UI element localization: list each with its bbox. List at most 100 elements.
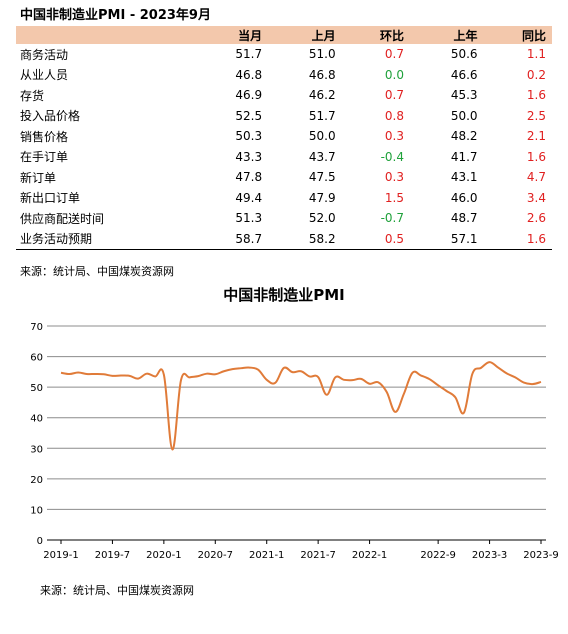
y-tick-label: 30 xyxy=(30,444,43,455)
row-previous: 58.2 xyxy=(268,228,342,250)
row-last-year: 46.0 xyxy=(450,190,478,205)
header-name xyxy=(16,26,195,44)
y-tick-label: 10 xyxy=(30,505,43,516)
x-tick-label: 2020-7 xyxy=(198,550,233,561)
header-previous: 上月 xyxy=(311,28,336,43)
table-row: 新订单 47.8 47.5 0.3 43.1 4.7 xyxy=(16,167,552,188)
row-mom: 0.5 xyxy=(341,228,411,250)
row-name: 销售价格 xyxy=(20,129,69,144)
row-mom: -0.4 xyxy=(380,149,405,164)
row-last-year: 48.7 xyxy=(450,211,478,226)
table-row: 存货 46.9 46.2 0.7 45.3 1.6 xyxy=(16,85,552,106)
row-name: 存货 xyxy=(20,88,45,103)
row-current: 46.9 xyxy=(235,88,263,103)
row-name: 在手订单 xyxy=(20,150,69,165)
table-row: 商务活动 51.7 51.0 0.7 50.6 1.1 xyxy=(16,44,552,65)
row-name: 业务活动预期 xyxy=(16,228,195,250)
row-yoy: 1.6 xyxy=(526,88,546,103)
row-yoy: 0.2 xyxy=(526,67,546,82)
row-mom: 0.0 xyxy=(384,67,405,82)
x-tick-label: 2022-9 xyxy=(420,550,455,561)
row-mom: 1.5 xyxy=(384,190,405,205)
pmi-line-chart: 0 10 20 30 40 50 60 70 2019-1 2019-7 2020-1 2020-7 2… xyxy=(30,322,558,561)
table-source: 来源：统计局、中国煤炭资源网 xyxy=(20,265,174,278)
row-yoy: 1.6 xyxy=(483,228,552,250)
x-tick-label: 2019-7 xyxy=(95,550,130,561)
header-current: 当月 xyxy=(238,28,263,43)
y-tick-label: 50 xyxy=(30,383,43,394)
table-row: 在手订单 43.3 43.7 -0.4 41.7 1.6 xyxy=(16,147,552,168)
row-last-year: 41.7 xyxy=(450,149,478,164)
table-row: 新出口订单 49.4 47.9 1.5 46.0 3.4 xyxy=(16,188,552,209)
row-last-year: 48.2 xyxy=(450,129,478,144)
row-current: 51.3 xyxy=(235,211,263,226)
row-last-year: 43.1 xyxy=(450,170,478,185)
row-current: 43.3 xyxy=(235,149,263,164)
x-tick-label: 2021-7 xyxy=(300,550,335,561)
row-mom: 0.7 xyxy=(384,88,405,103)
y-tick-label: 20 xyxy=(30,475,43,486)
row-yoy: 2.6 xyxy=(526,211,546,226)
row-last-year: 50.6 xyxy=(450,47,478,62)
row-name: 供应商配送时间 xyxy=(20,211,105,226)
row-previous: 51.7 xyxy=(308,108,336,123)
y-tick-label: 0 xyxy=(37,536,43,547)
row-previous: 46.2 xyxy=(308,88,336,103)
x-tick-label: 2021-1 xyxy=(249,550,284,561)
row-yoy: 1.6 xyxy=(526,149,546,164)
table-body: 商务活动 51.7 51.0 0.7 50.6 1.1 从业人员 46.8 46.8 0.0 46.… xyxy=(16,44,552,250)
y-tick-label: 70 xyxy=(30,322,43,333)
row-name: 新出口订单 xyxy=(20,191,81,206)
row-last-year: 45.3 xyxy=(450,88,478,103)
row-mom: 0.3 xyxy=(384,129,405,144)
row-previous: 47.9 xyxy=(308,190,336,205)
table-row: 供应商配送时间 51.3 52.0 -0.7 48.7 2.6 xyxy=(16,208,552,229)
x-tick-label: 2019-1 xyxy=(43,550,78,561)
x-tick-label: 2023-3 xyxy=(472,550,507,561)
row-name: 投入品价格 xyxy=(20,109,81,124)
row-yoy: 2.5 xyxy=(526,108,546,123)
row-name: 商务活动 xyxy=(20,47,69,62)
table-header-row: 当月 上月 环比 上年 同比 xyxy=(16,26,552,44)
row-current: 51.7 xyxy=(235,47,263,62)
chart-title: 中国非制造业PMI xyxy=(223,286,345,304)
row-name: 新订单 xyxy=(20,170,57,185)
row-mom: -0.7 xyxy=(380,211,405,226)
row-current: 46.8 xyxy=(235,67,263,82)
row-previous: 47.5 xyxy=(308,170,336,185)
table-row: 投入品价格 52.5 51.7 0.8 50.0 2.5 xyxy=(16,106,552,127)
pmi-table: 当月 上月 环比 上年 同比 商务活动 51.7 51.0 0.7 50.6 1.1 从业人… xyxy=(16,26,552,250)
row-previous: 50.0 xyxy=(308,129,336,144)
row-current: 58.7 xyxy=(194,228,269,250)
series-line xyxy=(60,361,542,451)
row-previous: 52.0 xyxy=(308,211,336,226)
row-mom: 0.3 xyxy=(384,170,405,185)
row-mom: 0.8 xyxy=(384,108,405,123)
row-name: 从业人员 xyxy=(20,68,69,83)
row-mom: 0.7 xyxy=(384,47,405,62)
header-yoy: 同比 xyxy=(521,28,546,43)
row-yoy: 2.1 xyxy=(526,129,546,144)
row-yoy: 3.4 xyxy=(526,190,546,205)
x-tick-label: 2020-1 xyxy=(146,550,181,561)
row-yoy: 1.1 xyxy=(526,47,546,62)
table-row: 业务活动预期 58.7 58.2 0.5 57.1 1.6 xyxy=(16,228,552,250)
row-last-year: 46.6 xyxy=(450,67,478,82)
header-last-year: 上年 xyxy=(453,28,478,43)
y-tick-label: 40 xyxy=(30,414,43,425)
x-tick-label: 2022-1 xyxy=(352,550,387,561)
table-row: 从业人员 46.8 46.8 0.0 46.6 0.2 xyxy=(16,65,552,86)
y-tick-label: 60 xyxy=(30,353,43,364)
row-last-year: 57.1 xyxy=(410,228,484,250)
chart-source: 来源：统计局、中国煤炭资源网 xyxy=(40,584,194,597)
x-tick-label: 2023-9 xyxy=(523,550,558,561)
row-current: 49.4 xyxy=(235,190,263,205)
header-mom: 环比 xyxy=(380,28,405,43)
row-previous: 51.0 xyxy=(308,47,336,62)
row-previous: 46.8 xyxy=(308,67,336,82)
row-previous: 43.7 xyxy=(308,149,336,164)
row-current: 50.3 xyxy=(235,129,263,144)
row-current: 52.5 xyxy=(235,108,263,123)
table-row: 销售价格 50.3 50.0 0.3 48.2 2.1 xyxy=(16,126,552,147)
row-current: 47.8 xyxy=(235,170,263,185)
